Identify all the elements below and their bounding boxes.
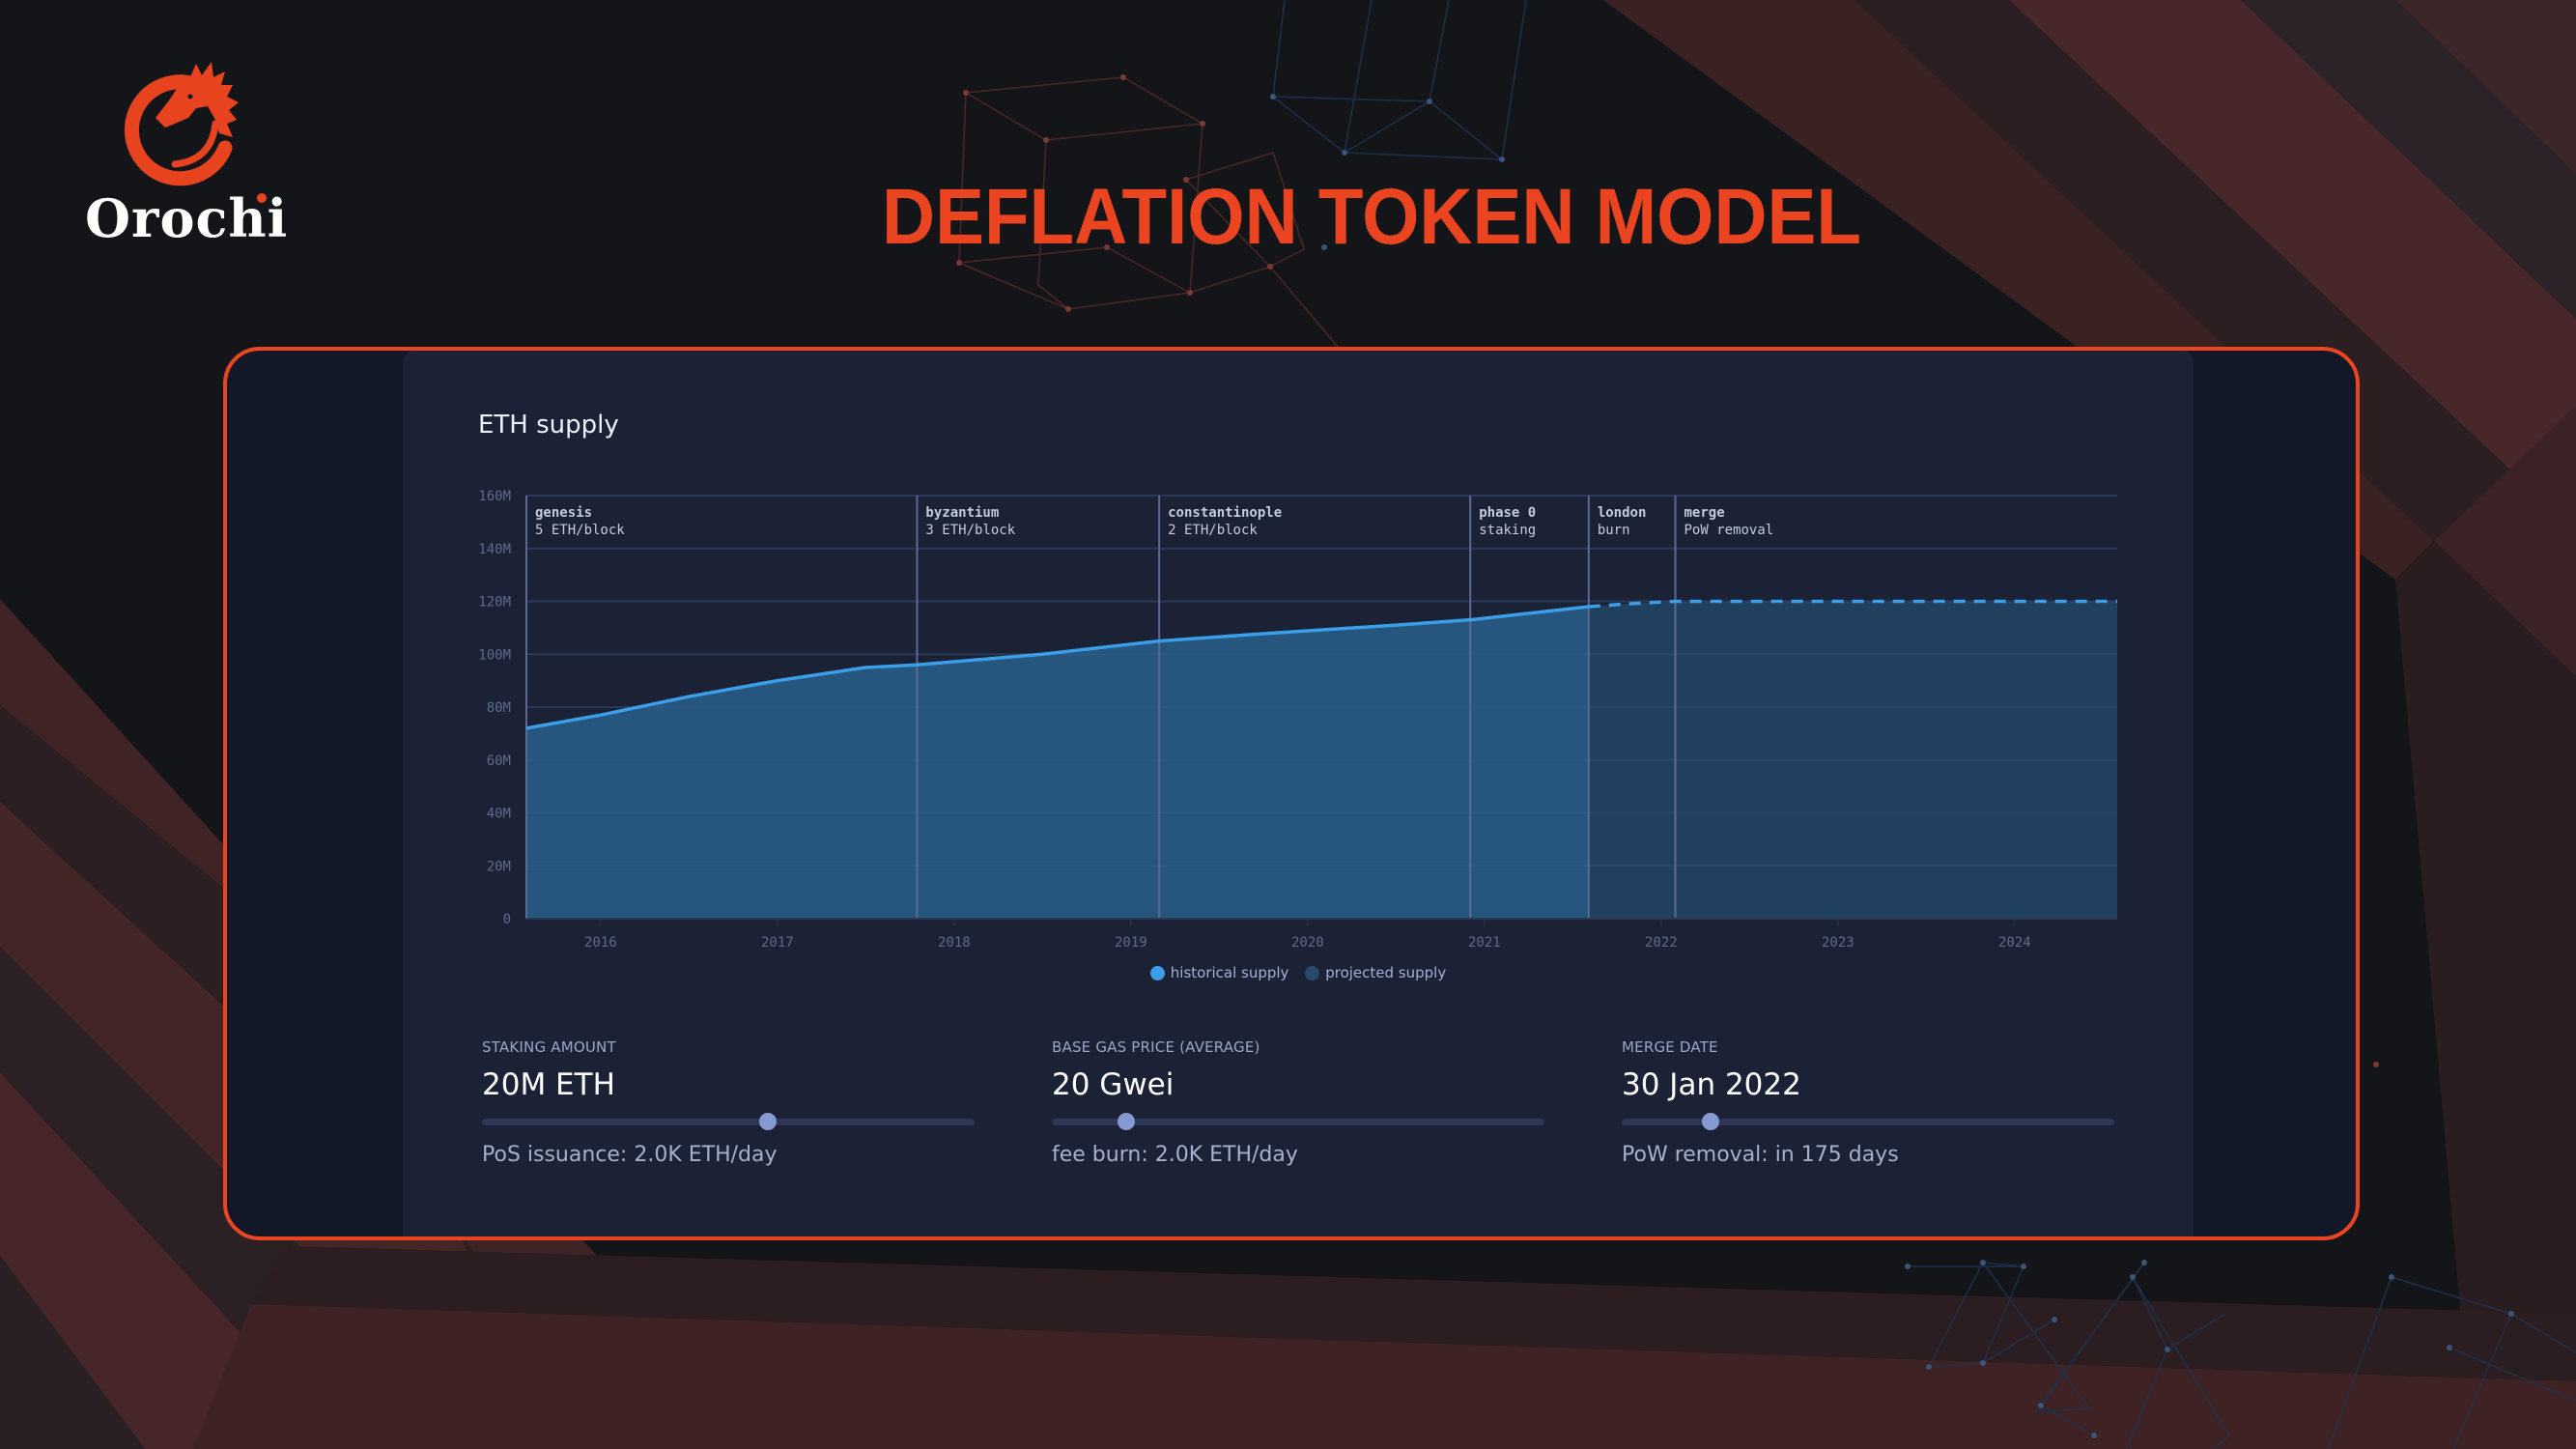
legend-swatch-projected-icon xyxy=(1305,965,1320,980)
y-tick-label: 160M xyxy=(478,489,511,504)
staking-amount-control: STAKING AMOUNT 20M ETH PoS issuance: 2.0… xyxy=(482,1038,975,1167)
slider-thumb[interactable] xyxy=(758,1113,777,1130)
projected-supply-line xyxy=(1588,599,2117,609)
x-tick-label: 2023 xyxy=(1822,935,1854,951)
event-label: phase 0 xyxy=(1479,505,1536,521)
slider-track[interactable] xyxy=(1052,1119,1544,1125)
legend-item-historical[interactable]: historical supply xyxy=(1149,964,1288,981)
chart-card: ETH supply 0 20M 40M 60M 80M 100M 120M 140M 160M… xyxy=(223,347,2360,1240)
base-gas-price-slider[interactable] xyxy=(1052,1112,1544,1131)
event-label: constantinople xyxy=(1168,505,1282,521)
pos-issuance-text: PoS issuance: 2.0K ETH/day xyxy=(482,1143,778,1167)
event-label: merge xyxy=(1684,505,1725,521)
y-tick-label: 20M xyxy=(487,859,511,874)
event-detail: 3 ETH/block xyxy=(925,523,1015,538)
eth-supply-chart: 0 20M 40M 60M 80M 100M 120M 140M 160M genesis 5 ET… xyxy=(478,489,2117,951)
event-detail: 2 ETH/block xyxy=(1168,523,1258,538)
event-label: genesis xyxy=(535,505,592,521)
x-tick-label: 2018 xyxy=(938,935,971,951)
event-label: london xyxy=(1598,505,1647,521)
staking-amount-value: 20M ETH xyxy=(482,1067,615,1102)
merge-date-value: 30 Jan 2022 xyxy=(1622,1067,1801,1102)
staking-amount-label: STAKING AMOUNT xyxy=(482,1038,616,1056)
wordmark-dot xyxy=(257,193,267,203)
x-tick-label: 2020 xyxy=(1291,935,1324,951)
chart-legend: historical supply projected supply xyxy=(403,964,2194,984)
event-detail: PoW removal xyxy=(1684,523,1774,538)
x-tick-label: 2021 xyxy=(1468,935,1501,951)
historical-supply-line xyxy=(525,605,1590,730)
base-gas-price-label: BASE GAS PRICE (AVERAGE) xyxy=(1052,1038,1260,1056)
page-title: DEFLATION TOKEN MODEL xyxy=(882,173,1861,261)
brand-logo: Orochi xyxy=(85,56,289,259)
event-detail: staking xyxy=(1479,523,1536,538)
historical-supply-area xyxy=(526,606,1589,919)
chart-title: ETH supply xyxy=(478,411,619,440)
base-gas-price-control: BASE GAS PRICE (AVERAGE) 20 Gwei fee bur… xyxy=(1052,1038,1544,1167)
projected-supply-area xyxy=(1588,601,2117,919)
fee-burn-text: fee burn: 2.0K ETH/day xyxy=(1052,1143,1298,1167)
y-tick-label: 40M xyxy=(487,807,511,822)
merge-date-label: MERGE DATE xyxy=(1622,1038,1718,1056)
y-tick-label: 120M xyxy=(478,595,511,611)
slider-thumb[interactable] xyxy=(1117,1113,1135,1130)
event-detail: burn xyxy=(1598,523,1630,538)
event-label: byzantium xyxy=(925,505,999,521)
y-tick-label: 60M xyxy=(487,753,511,769)
slider-track[interactable] xyxy=(1622,1119,2114,1125)
merge-date-control: MERGE DATE 30 Jan 2022 PoW removal: in 1… xyxy=(1622,1038,2114,1167)
x-tick-label: 2016 xyxy=(584,935,617,951)
legend-item-projected[interactable]: projected supply xyxy=(1305,964,1446,981)
slider-thumb[interactable] xyxy=(1701,1113,1719,1130)
staking-amount-slider[interactable] xyxy=(482,1112,975,1131)
event-detail: 5 ETH/block xyxy=(535,523,625,538)
pow-removal-text: PoW removal: in 175 days xyxy=(1622,1143,1899,1167)
x-tick-label: 2017 xyxy=(761,935,794,951)
chart-panel: ETH supply 0 20M 40M 60M 80M 100M 120M 140M 160M… xyxy=(403,351,2194,1236)
y-tick-label: 100M xyxy=(478,647,511,663)
x-tick-label: 2022 xyxy=(1645,935,1678,951)
merge-date-slider[interactable] xyxy=(1622,1112,2114,1131)
legend-swatch-historical-icon xyxy=(1149,965,1165,980)
dragon-ring-icon xyxy=(124,62,239,186)
brand-wordmark: Orochi xyxy=(85,187,289,249)
slider-track[interactable] xyxy=(482,1119,975,1125)
y-tick-label: 80M xyxy=(487,700,511,716)
model-controls: STAKING AMOUNT 20M ETH PoS issuance: 2.0… xyxy=(482,1038,2192,1193)
base-gas-price-value: 20 Gwei xyxy=(1052,1067,1175,1102)
y-tick-label: 140M xyxy=(478,542,511,557)
x-tick-label: 2024 xyxy=(1998,935,2031,951)
x-tick-label: 2019 xyxy=(1115,935,1147,951)
y-tick-label: 0 xyxy=(503,912,511,927)
